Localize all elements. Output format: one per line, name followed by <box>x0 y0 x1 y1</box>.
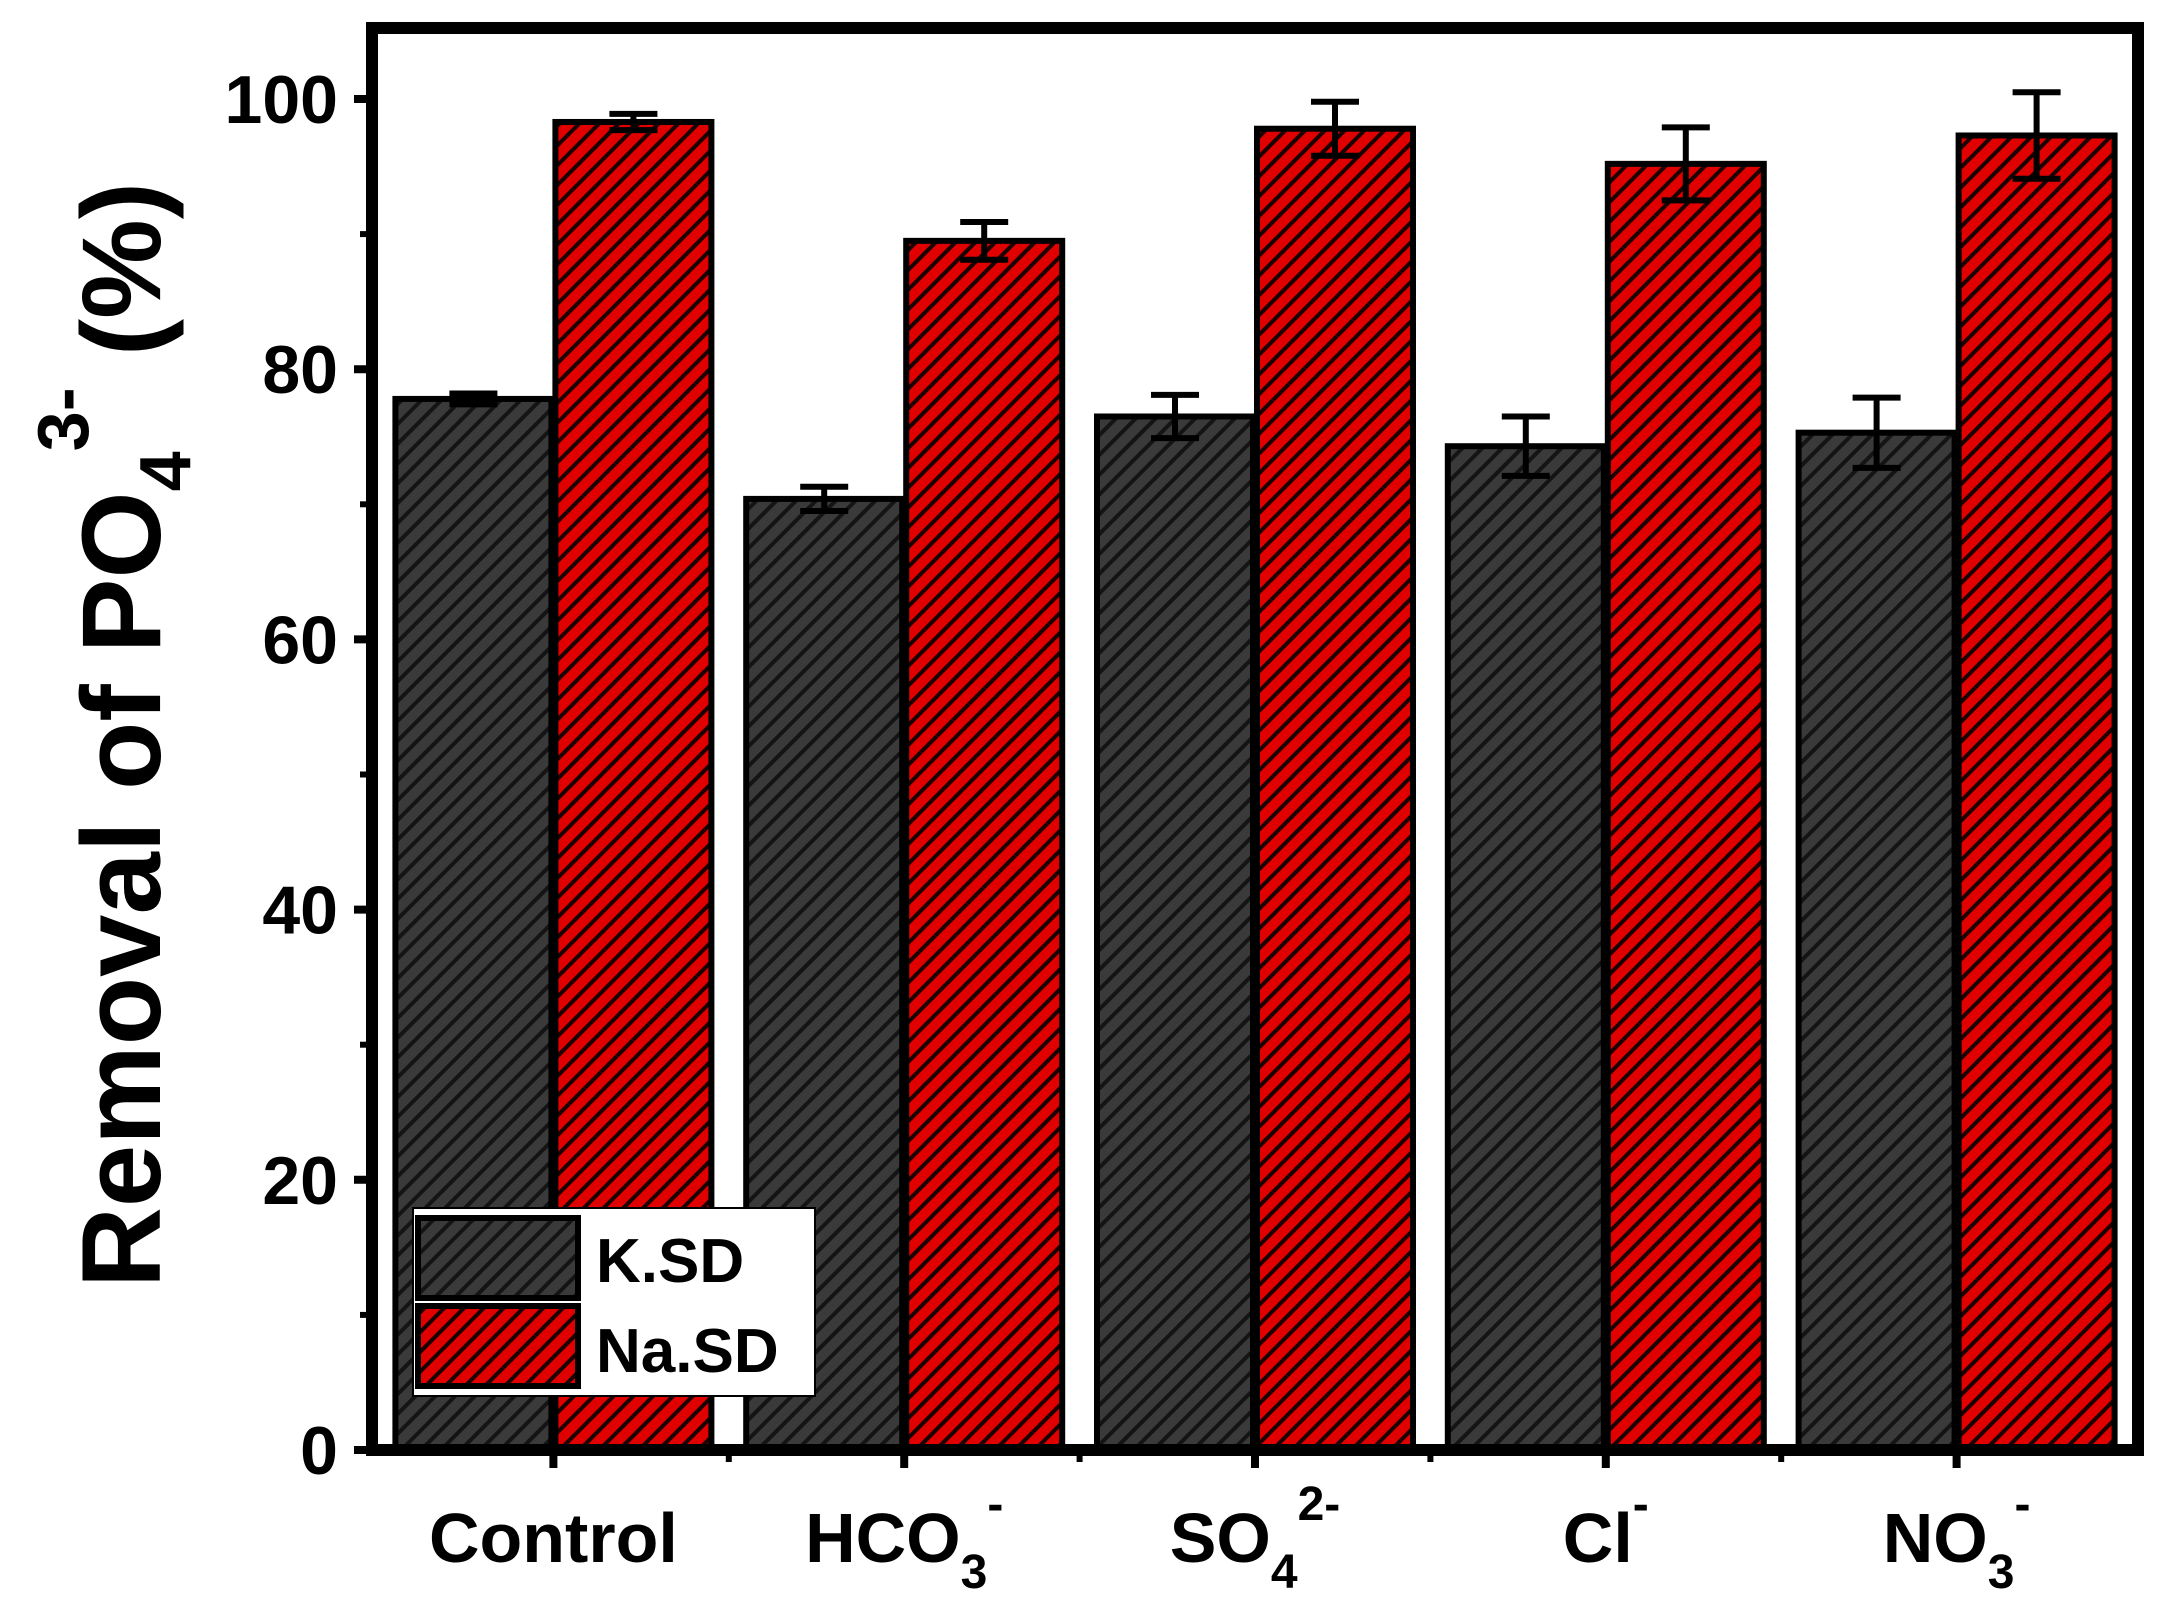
error-bars-layer <box>449 89 2061 515</box>
legend: K.SD Na.SD <box>412 1207 816 1397</box>
x-tick-label-cl: Cl- <box>1563 1478 1649 1577</box>
legend-swatch-na-sd <box>415 1303 581 1389</box>
bar-na-sd-no <box>1955 132 2118 1453</box>
y-axis-title-main: Removal of PO <box>59 491 184 1288</box>
x-tick-label-main: Cl <box>1563 1499 1633 1577</box>
bar-k-sd-no <box>1795 429 1958 1453</box>
legend-label-na-sd: Na.SD <box>596 1317 779 1386</box>
error-bar-k-sd-control <box>449 390 498 408</box>
x-tick-label-main: SO <box>1170 1499 1271 1577</box>
error-bar-na-sd-no <box>2012 89 2061 182</box>
error-bar-na-sd-control <box>609 110 658 134</box>
bar-k-sd-cl <box>1444 443 1607 1454</box>
y-axis: 0 20 40 60 80 100 <box>225 62 372 1489</box>
error-bar-k-sd-so <box>1151 391 1199 442</box>
x-tick-label-sub: 3 <box>1988 1546 2015 1597</box>
x-tick-label-no: NO3 - <box>1883 1478 2031 1597</box>
error-bar-na-sd-cl <box>1661 124 1710 204</box>
error-bar-na-sd-hco <box>960 218 1009 263</box>
y-axis-title-sub: 4 <box>126 451 206 491</box>
y-tick-label-40: 40 <box>262 873 338 949</box>
y-tick-label-100: 100 <box>225 62 338 138</box>
y-axis-title: Removal of PO4 3- (%) <box>24 182 206 1288</box>
x-tick-label-main: HCO <box>805 1499 961 1577</box>
x-tick-label-sub: 4 <box>1271 1546 1298 1597</box>
x-axis: Control HCO3- SO42- Cl- NO3- <box>429 1450 2030 1597</box>
x-tick-label-hco: HCO3 - <box>805 1478 1003 1597</box>
y-tick-label-20: 20 <box>262 1143 338 1219</box>
bar-na-sd-hco <box>903 237 1066 1454</box>
x-tick-label-sub: 3 <box>961 1546 988 1597</box>
legend-label-k-sd: K.SD <box>596 1227 744 1296</box>
x-tick-label-main: NO <box>1883 1499 1988 1577</box>
y-tick-label-60: 60 <box>262 602 338 678</box>
bar-k-sd-so <box>1094 413 1256 1453</box>
x-tick-label-control: Control <box>429 1499 678 1577</box>
error-bar-k-sd-no <box>1852 394 1901 471</box>
x-tick-label-sup: - <box>987 1478 1003 1531</box>
y-axis-title-suffix: (%) <box>59 182 184 387</box>
y-axis-title-sup: 3- <box>24 387 104 451</box>
legend-swatch-k-sd <box>415 1215 581 1301</box>
x-tick-label-sup: 2- <box>1298 1478 1341 1531</box>
error-bar-k-sd-hco <box>800 483 849 515</box>
x-tick-label-sup: - <box>2014 1478 2030 1531</box>
error-bar-na-sd-so <box>1311 98 1359 159</box>
bar-na-sd-cl <box>1604 160 1767 1453</box>
x-tick-label-main: Control <box>429 1499 678 1577</box>
error-bar-k-sd-cl <box>1501 413 1550 479</box>
y-tick-label-80: 80 <box>262 332 338 408</box>
y-tick-label-0: 0 <box>300 1413 338 1489</box>
x-tick-label-so: SO42- <box>1170 1478 1341 1597</box>
x-tick-label-sup: - <box>1633 1478 1649 1531</box>
bar-na-sd-so <box>1254 125 1416 1453</box>
